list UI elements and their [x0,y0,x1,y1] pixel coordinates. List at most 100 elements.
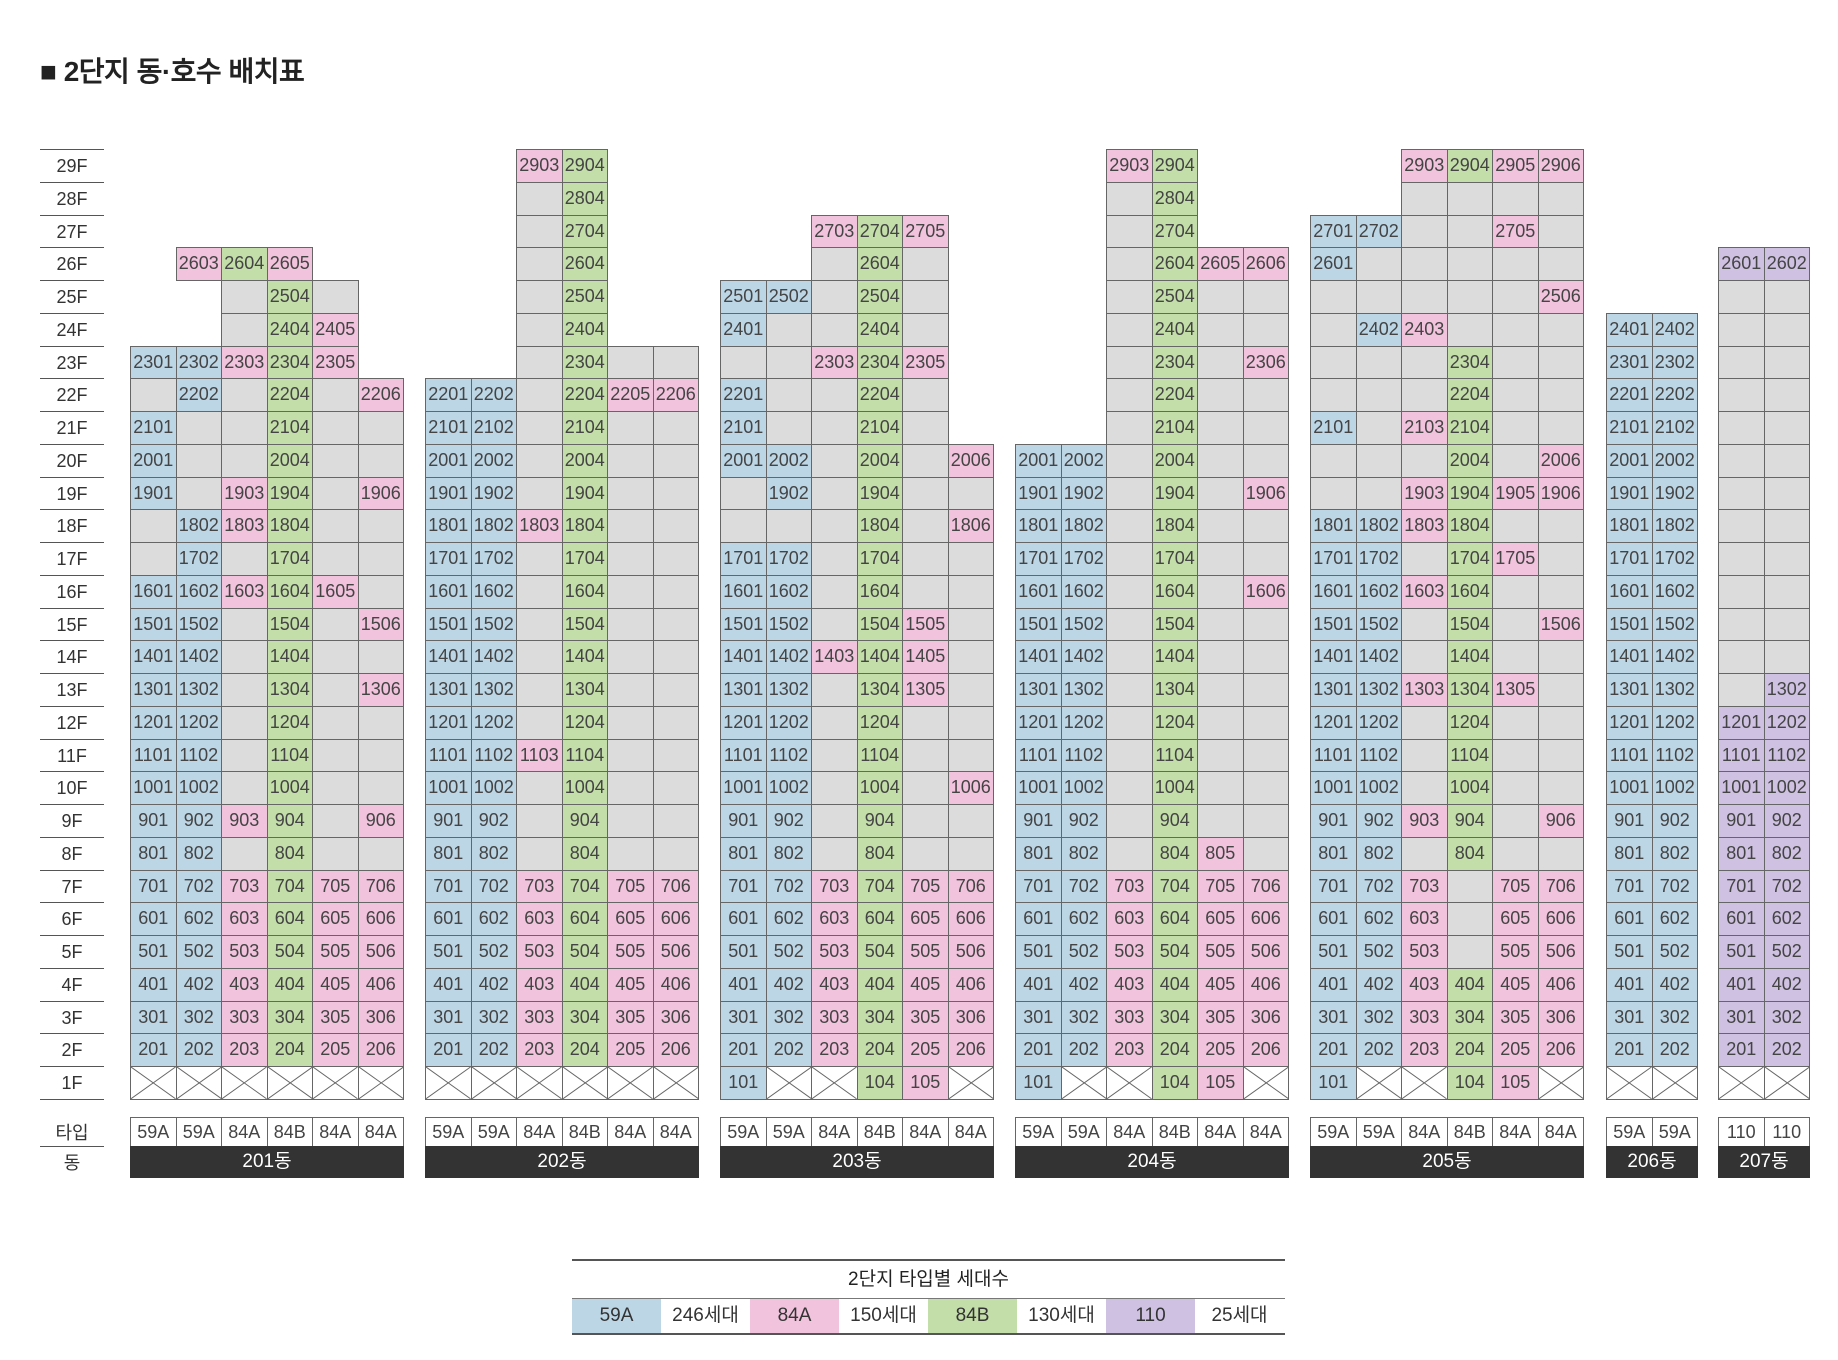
no-unit-cell [130,1066,177,1100]
unit-cell: 701 [130,869,177,904]
unit-cell: 2605 [1197,247,1244,281]
unit-cell: 903 [221,804,268,838]
unit-cell: 602 [1651,902,1698,936]
unit-cell: 2604 [856,247,903,281]
empty-cell [1106,378,1153,412]
empty-cell [221,443,268,478]
unit-cell: 606 [1242,902,1289,936]
empty-cell [1446,902,1493,936]
unit-cell: 2204 [266,378,313,412]
unit-cell: 702 [470,869,517,904]
unit-cell: 1301 [1606,673,1653,707]
empty-cell [516,804,563,838]
empty-cell [1718,476,1765,511]
unit-cell: 1501 [1606,607,1653,642]
unit-cell: 2004 [561,443,608,478]
unit-cell: 801 [1310,836,1357,871]
unit-cell: 2405 [312,312,359,347]
unit-cell: 2603 [175,247,222,281]
unit-cell: 801 [425,836,472,871]
empty-cell [357,542,404,576]
unit-cell: 1402 [1060,640,1107,674]
empty-cell [221,771,268,805]
unit-cell: 502 [1763,935,1810,969]
unit-cell: 302 [175,1000,222,1035]
legend-count: 246세대 [661,1299,750,1333]
unit-cell: 1104 [266,738,313,773]
unit-cell: 1802 [1651,509,1698,543]
unit-cell: 901 [130,804,177,838]
empty-cell [516,705,563,740]
empty-cell [607,771,654,805]
unit-cell: 1502 [470,607,517,642]
empty-cell [1197,607,1244,642]
unit-cell: 1606 [1242,574,1289,609]
unit-cell: 1701 [1310,542,1357,576]
unit-cell: 1704 [856,542,903,576]
unit-cell: 201 [1606,1033,1653,1067]
unit-cell: 301 [425,1000,472,1035]
unit-cell: 301 [1015,1000,1062,1035]
unit-cell: 602 [175,902,222,936]
empty-cell [516,411,563,445]
unit-cell: 1001 [425,771,472,805]
empty-cell [811,607,858,642]
type-cell: 110 [1763,1117,1810,1148]
unit-cell: 1002 [175,771,222,805]
legend-type: 84A [750,1299,839,1333]
unit-cell: 403 [811,967,858,1002]
empty-cell [1763,542,1810,576]
type-cell: 59A [1015,1117,1062,1148]
unit-cell: 804 [856,836,903,871]
floor-label: 26F [40,247,104,281]
unit-cell: 1301 [130,673,177,707]
floor-label: 23F [40,345,104,380]
unit-cell: 201 [720,1033,767,1067]
unit-cell: 1602 [470,574,517,609]
unit-cell: 405 [1492,967,1539,1002]
unit-cell: 1802 [1060,509,1107,543]
unit-cell: 201 [1015,1033,1062,1067]
building-name-bar: 201동 [130,1146,404,1178]
floor-label: 18F [40,509,104,543]
empty-cell [1197,280,1244,314]
type-cell: 84A [1401,1117,1448,1148]
empty-cell [1310,280,1357,314]
unit-cell: 406 [357,967,404,1002]
unit-cell: 704 [266,869,313,904]
unit-cell: 2504 [266,280,313,314]
unit-cell: 605 [607,902,654,936]
empty-cell [1197,443,1244,478]
empty-cell [1537,214,1584,249]
unit-cell: 2502 [765,280,812,314]
unit-cell: 602 [765,902,812,936]
unit-cell: 1602 [175,574,222,609]
building-name-bar: 202동 [425,1146,699,1178]
unit-cell: 1702 [1060,542,1107,576]
empty-cell [175,476,222,511]
unit-cell: 1702 [765,542,812,576]
unit-cell: 1204 [561,705,608,740]
unit-cell: 702 [1651,869,1698,904]
unit-cell: 105 [1197,1066,1244,1100]
unit-cell: 1101 [1310,738,1357,773]
unit-cell: 701 [1606,869,1653,904]
unit-cell: 1801 [425,509,472,543]
unit-cell: 2104 [856,411,903,445]
unit-cell: 2504 [1151,280,1198,314]
empty-cell [221,836,268,871]
unit-cell: 1102 [1763,738,1810,773]
floor-label: 28F [40,181,104,216]
empty-cell [1492,607,1539,642]
unit-cell: 304 [1446,1000,1493,1035]
unit-cell: 705 [312,869,359,904]
unit-cell: 1601 [720,574,767,609]
empty-cell [811,411,858,445]
empty-cell [811,738,858,773]
unit-cell: 2404 [561,312,608,347]
empty-cell [1197,345,1244,380]
empty-cell [1106,771,1153,805]
empty-cell [607,804,654,838]
unit-cell: 204 [561,1033,608,1067]
empty-cell [1492,738,1539,773]
